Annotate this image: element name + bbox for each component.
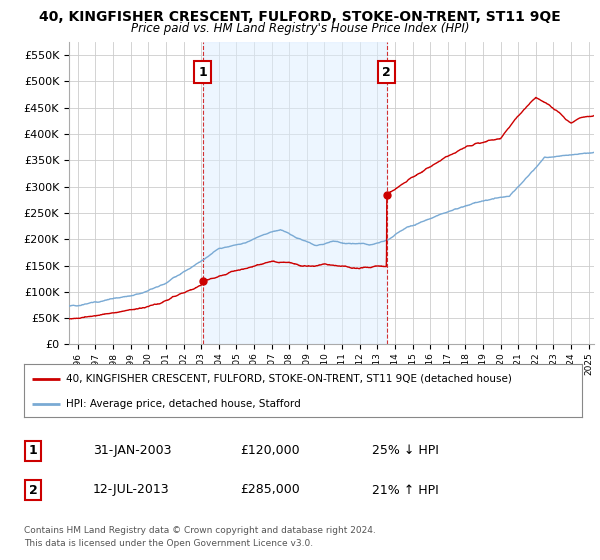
Text: 2: 2 (382, 66, 391, 79)
Text: 31-JAN-2003: 31-JAN-2003 (93, 444, 172, 458)
Text: 21% ↑ HPI: 21% ↑ HPI (372, 483, 439, 497)
Text: 40, KINGFISHER CRESCENT, FULFORD, STOKE-ON-TRENT, ST11 9QE (detached house): 40, KINGFISHER CRESCENT, FULFORD, STOKE-… (66, 374, 512, 384)
Text: Price paid vs. HM Land Registry's House Price Index (HPI): Price paid vs. HM Land Registry's House … (131, 22, 469, 35)
Text: 1: 1 (29, 444, 37, 458)
Text: HPI: Average price, detached house, Stafford: HPI: Average price, detached house, Staf… (66, 399, 301, 409)
Text: 40, KINGFISHER CRESCENT, FULFORD, STOKE-ON-TRENT, ST11 9QE: 40, KINGFISHER CRESCENT, FULFORD, STOKE-… (39, 10, 561, 24)
Text: 12-JUL-2013: 12-JUL-2013 (93, 483, 170, 497)
Text: This data is licensed under the Open Government Licence v3.0.: This data is licensed under the Open Gov… (24, 539, 313, 548)
Text: £120,000: £120,000 (240, 444, 299, 458)
Text: 25% ↓ HPI: 25% ↓ HPI (372, 444, 439, 458)
Text: 1: 1 (198, 66, 207, 79)
Text: 2: 2 (29, 483, 37, 497)
Text: Contains HM Land Registry data © Crown copyright and database right 2024.: Contains HM Land Registry data © Crown c… (24, 526, 376, 535)
Text: £285,000: £285,000 (240, 483, 300, 497)
Bar (203, 42, 386, 344)
